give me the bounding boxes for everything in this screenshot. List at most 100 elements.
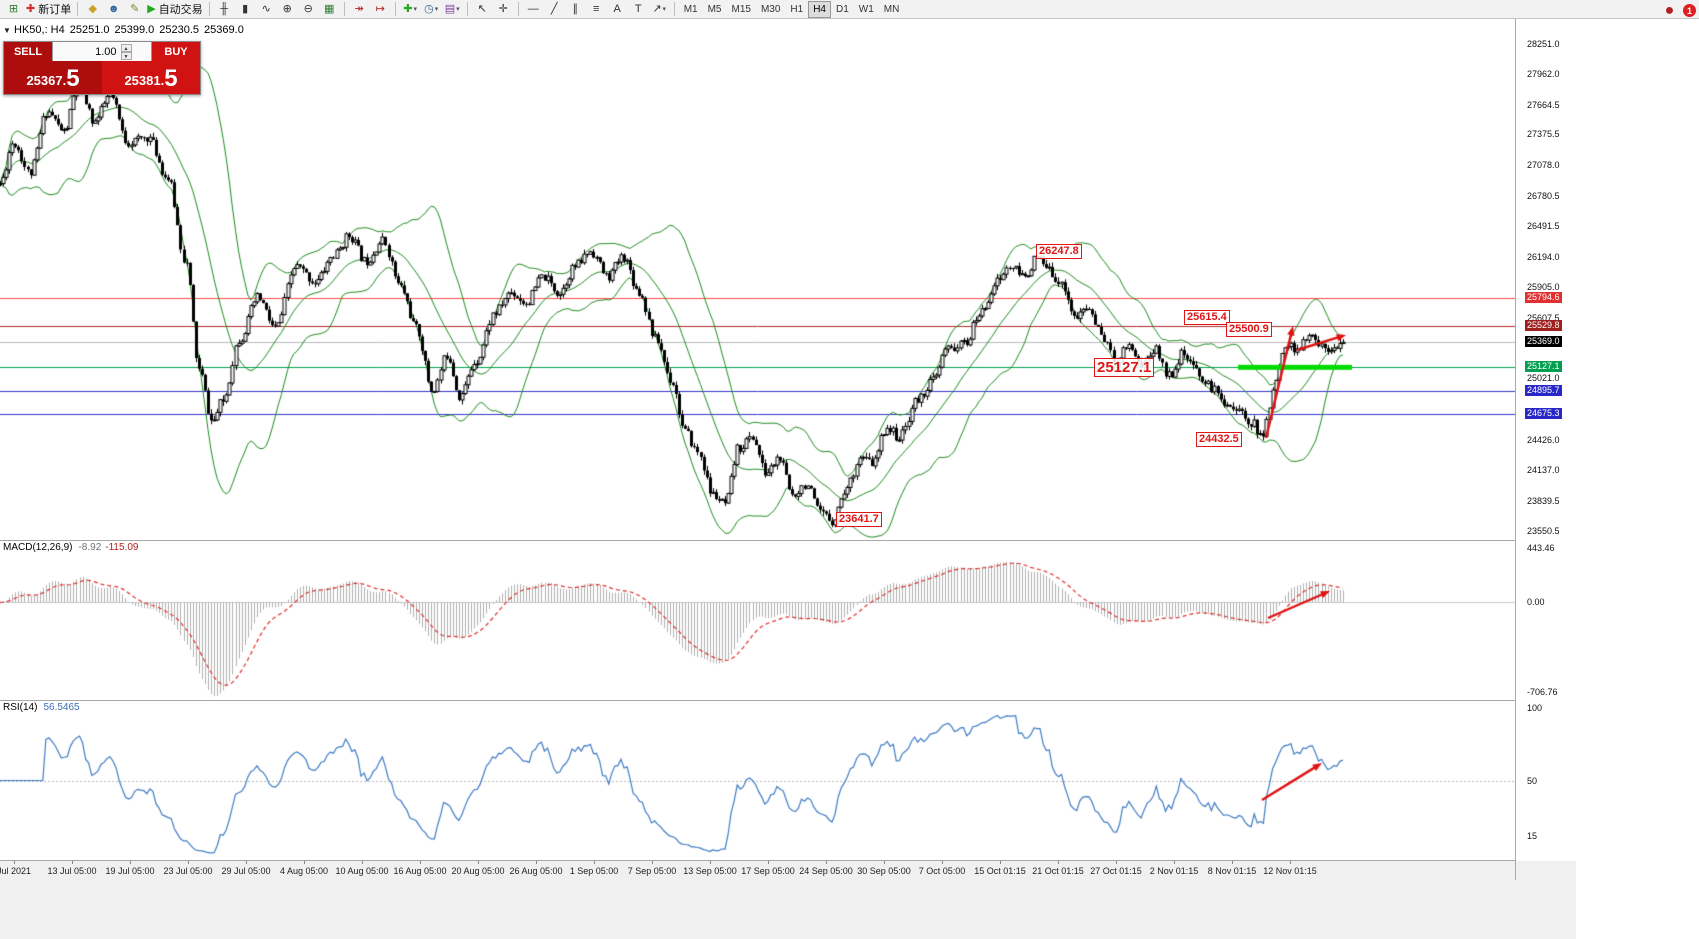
time-label: 15 Oct 01:15 [974,866,1026,876]
candlestick-chart-button[interactable]: ▮ [235,1,256,18]
text-tool-button[interactable]: A [607,1,628,18]
volume-decrease-button[interactable]: ▼ [120,51,132,60]
new-order-icon: ✚ [26,2,36,15]
sell-price[interactable]: 25367. 5 [4,61,102,94]
timeframe-h4[interactable]: H4 [808,0,831,18]
timeframe-m1[interactable]: M1 [683,3,698,15]
timeframe-h1[interactable]: H1 [790,3,804,15]
market-watch-button[interactable]: ☻ [103,1,124,18]
toolbar-separator [208,2,210,16]
price-callout[interactable]: 25500.9 [1226,322,1272,337]
time-tick [304,861,305,864]
macd-signal-value: -115.09 [105,542,139,553]
metaeditor-button[interactable]: ✎ [124,1,145,18]
new-order-button[interactable]: ✚ 新订单 [24,1,73,18]
time-tick [594,861,595,864]
ohlc-low: 25230.5 [159,24,200,36]
trendline-button[interactable]: ╱ [544,1,565,18]
chart-shift-button[interactable]: ↦ [370,1,391,18]
metaeditor-icon: ✎ [130,2,140,15]
rsi-scale-label: 50 [1527,775,1538,786]
line-chart-button[interactable]: ∿ [256,1,277,18]
arrows-tool-button[interactable]: ↗ ▾ [649,1,670,18]
timeframe-mn[interactable]: MN [883,3,900,15]
chart-symbol-period: HK50,: H4 [14,24,65,36]
tile-windows-button[interactable]: ▦ [319,1,340,18]
toolbar-separator [466,2,468,16]
auto-scroll-button[interactable]: ↠ [349,1,370,18]
candlestick-chart-canvas[interactable] [0,19,1515,540]
periods-button[interactable]: ◷ ▾ [421,1,442,18]
time-axis[interactable]: Jul 2021 13 Jul 05:00 19 Jul 05:00 23 Jul 0… [0,861,1576,880]
timeframe-d1[interactable]: D1 [836,3,849,15]
price-callout[interactable]: 25615.4 [1184,310,1230,325]
news-icon[interactable]: ● [1664,1,1675,19]
time-label: 1 Sep 05:00 [569,866,619,876]
fibonacci-button[interactable]: ≡ [586,1,607,18]
pane-splitter[interactable] [0,700,1576,701]
profiles-button[interactable]: ◆ [82,1,103,18]
macd-canvas[interactable] [0,541,1515,700]
rsi-value: 56.5465 [43,702,80,713]
cursor-button[interactable]: ↖ [472,1,493,18]
price-callout[interactable]: 26247.8 [1036,244,1082,259]
price-callout[interactable]: 24432.5 [1196,432,1242,447]
channel-button[interactable]: ∥ [565,1,586,18]
time-label: 19 Jul 05:00 [105,866,155,876]
chart-ohlc-title: HK50,: H4 25251.0 25399.0 25230.5 25369.0 [14,24,249,36]
pane-splitter[interactable] [0,540,1576,541]
zoom-out-button[interactable]: ⊖ [298,1,319,18]
crosshair-button[interactable]: ✛ [493,1,514,18]
arrows-tool-icon: ↗ [652,2,662,15]
timeframe-w1[interactable]: W1 [858,3,874,15]
time-tick [1116,861,1117,864]
chevron-down-icon: ▾ [413,6,418,13]
buy-price-base: 25381. [124,73,165,88]
time-label: 26 Aug 05:00 [509,866,563,876]
autotrade-button[interactable]: ▶ 自动交易 [145,1,204,18]
time-tick [130,861,131,864]
zoom-in-button[interactable]: ⊕ [277,1,298,18]
horizontal-line-button[interactable]: — [523,1,544,18]
price-callout[interactable]: 25127.1 [1094,358,1155,378]
one-click-collapse-icon[interactable]: ▼ [3,26,11,35]
volume-increase-button[interactable]: ▲ [120,43,132,52]
price-tick-label: 27078.0 [1527,160,1560,171]
bar-chart-button[interactable]: ╫ [214,1,235,18]
sell-button[interactable]: SELL [4,42,52,61]
timeframe-m30[interactable]: M30 [760,3,781,15]
buy-button[interactable]: BUY [152,42,200,61]
notifications-badge[interactable]: 1 [1683,4,1696,17]
price-scale[interactable]: 28251.0 27962.0 27664.5 27375.5 27078.0 26780… [1516,19,1576,861]
ohlc-close: 25369.0 [204,24,244,36]
label-tool-button[interactable]: T [628,1,649,18]
volume-input[interactable] [72,44,119,59]
time-label: 17 Sep 05:00 [741,866,795,876]
new-order-button-label: 新订单 [38,4,72,16]
time-label: 13 Jul 05:00 [47,866,97,876]
buy-price[interactable]: 25381. 5 [102,61,200,94]
time-tick [362,861,363,864]
line-chart-icon: ∿ [261,2,271,15]
price-callout[interactable]: 23641.7 [836,512,882,527]
toolbar-separator [517,2,519,16]
new-chart-button[interactable]: ⊞ [3,1,24,18]
timeframe-m5[interactable]: M5 [707,3,722,15]
time-label: 12 Nov 01:15 [1263,866,1317,876]
templates-button[interactable]: ▤ ▾ [442,1,463,18]
toolbar-separator [673,2,675,16]
pane-splitter[interactable] [0,860,1576,861]
indicators-button[interactable]: ✚ ▾ [400,1,421,18]
market-watch-icon: ☻ [107,2,120,15]
macd-indicator-pane[interactable]: MACD(12,26,9) -8.92 -115.09 [0,541,1515,700]
macd-scale-label: 0.00 [1527,597,1545,608]
price-chart-pane[interactable]: ▼ HK50,: H4 25251.0 25399.0 25230.5 25369.0 … [0,19,1515,540]
time-tick [1058,861,1059,864]
periods-icon: ◷ [424,2,434,15]
rsi-indicator-pane[interactable]: RSI(14) 56.5465 [0,701,1515,860]
rsi-canvas[interactable] [0,701,1515,860]
timeframe-m15[interactable]: M15 [731,3,751,15]
time-label: 16 Aug 05:00 [393,866,447,876]
horizontal-line-icon: — [527,2,539,15]
chart-shift-icon: ↦ [375,2,385,15]
